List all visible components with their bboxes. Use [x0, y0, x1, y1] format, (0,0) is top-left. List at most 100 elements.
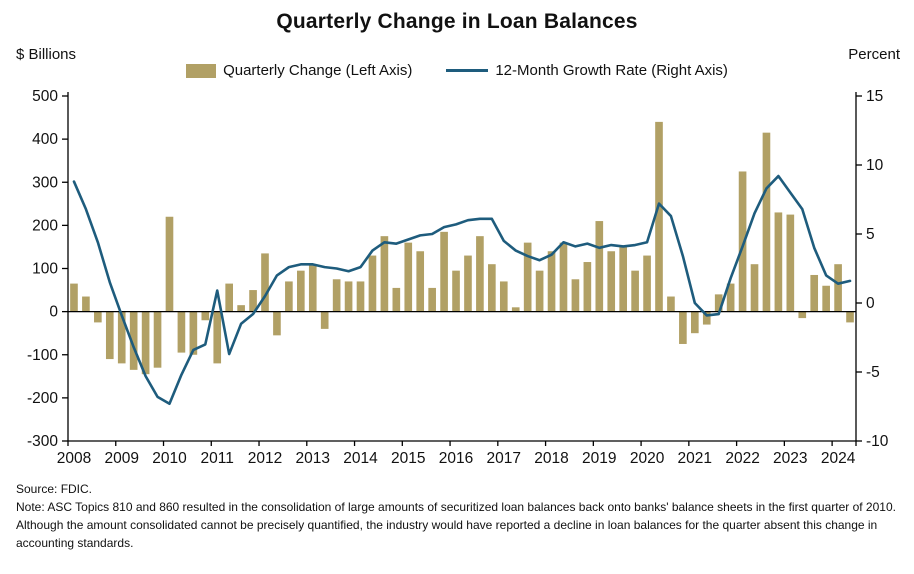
- bar: [70, 283, 78, 312]
- bar: [750, 264, 759, 312]
- bar: [141, 311, 150, 375]
- right-tick-label: 15: [866, 88, 883, 105]
- left-tick-label: 400: [32, 131, 58, 148]
- right-tick-label: 5: [866, 226, 875, 243]
- bar: [82, 296, 90, 312]
- bar: [667, 296, 675, 312]
- right-tick-label: 0: [866, 295, 875, 312]
- footnotes: Source: FDIC. Note: ASC Topics 810 and 8…: [16, 480, 900, 552]
- bar: [726, 283, 735, 312]
- year-tick-label: 2014: [343, 450, 378, 467]
- year-tick-label: 2015: [391, 450, 425, 467]
- note-text: Note: ASC Topics 810 and 860 resulted in…: [16, 500, 896, 550]
- bar: [786, 214, 795, 312]
- bar: [535, 270, 544, 312]
- bar: [297, 270, 305, 312]
- axes: [67, 92, 857, 442]
- bar: [702, 311, 711, 325]
- bar: [332, 279, 341, 312]
- tick-labels: 500 400 300 200 100 0 -100 -200 -300 15 10 5 0 -5 -10 2…: [27, 88, 889, 467]
- year-tick-label: 2010: [152, 450, 187, 467]
- chart-legend: Quarterly Change (Left Axis) 12-Month Gr…: [0, 62, 914, 79]
- year-tick-label: 2021: [678, 450, 712, 467]
- bar: [105, 311, 114, 360]
- bar: [846, 311, 854, 323]
- year-tick-label: 2008: [57, 450, 91, 467]
- bar: [416, 251, 425, 312]
- bar: [249, 290, 257, 312]
- bar: [452, 270, 460, 312]
- chart-header: Quarterly Change in Loan Balances $ Bill…: [0, 0, 914, 88]
- bar: [440, 231, 448, 312]
- bar: [392, 287, 401, 312]
- bar: [129, 311, 138, 370]
- bar-series: [70, 121, 854, 375]
- bar: [189, 311, 198, 355]
- bar: [117, 311, 126, 364]
- year-tick-label: 2009: [104, 450, 138, 467]
- chart-title: Quarterly Change in Loan Balances: [276, 10, 638, 33]
- left-axis-unit-label: $ Billions: [16, 46, 77, 63]
- bar: [213, 311, 222, 364]
- year-tick-label: 2023: [773, 450, 807, 467]
- bar: [320, 311, 329, 329]
- bar: [476, 236, 484, 312]
- bar: [464, 255, 472, 312]
- bar: [798, 311, 807, 319]
- legend-item-growth-rate: 12-Month Growth Rate (Right Axis): [446, 62, 728, 79]
- bar: [834, 264, 842, 312]
- bar: [607, 251, 616, 312]
- source-text: Source: FDIC.: [16, 482, 93, 496]
- bar-series-swatch-icon: [186, 63, 217, 78]
- bar: [595, 221, 604, 312]
- bar: [344, 281, 353, 312]
- year-tick-label: 2022: [725, 450, 759, 467]
- bar: [762, 132, 771, 312]
- bar: [308, 264, 317, 312]
- right-axis-unit-label: Percent: [848, 46, 900, 63]
- bar: [691, 311, 699, 334]
- year-tick-label: 2017: [487, 450, 521, 467]
- tick-marks: [62, 95, 862, 446]
- bar: [643, 255, 651, 312]
- left-tick-label: -300: [27, 433, 58, 450]
- year-tick-label: 2024: [821, 450, 856, 467]
- bar: [273, 311, 281, 336]
- year-tick-label: 2018: [534, 450, 568, 467]
- bar: [94, 311, 102, 323]
- year-tick-label: 2011: [201, 450, 234, 467]
- bar: [499, 281, 508, 312]
- plot-area: 500 400 300 200 100 0 -100 -200 -300 15 10 5 0 -5 -10 2…: [27, 88, 889, 467]
- left-tick-label: 500: [32, 88, 58, 105]
- legend-bar-label: Quarterly Change (Left Axis): [223, 62, 413, 79]
- bar: [201, 311, 210, 321]
- bar: [511, 307, 520, 312]
- bar: [571, 279, 580, 312]
- left-tick-label: 0: [49, 304, 58, 321]
- left-tick-label: -200: [27, 390, 58, 407]
- bar: [679, 311, 687, 344]
- right-tick-label: -10: [866, 433, 889, 450]
- bar: [368, 255, 377, 312]
- line-series-swatch-icon: [446, 69, 489, 72]
- bar: [225, 283, 233, 312]
- bar: [285, 281, 293, 312]
- bar: [523, 242, 532, 312]
- bar: [261, 253, 269, 312]
- bar: [631, 270, 639, 312]
- left-tick-label: 300: [32, 174, 58, 191]
- bar: [237, 305, 245, 312]
- bar: [774, 212, 783, 312]
- bar: [583, 262, 592, 312]
- bar: [177, 311, 186, 353]
- bar: [547, 251, 556, 312]
- legend-item-quarterly-change: Quarterly Change (Left Axis): [186, 62, 412, 79]
- right-tick-label: -5: [866, 364, 880, 381]
- year-tick-label: 2016: [439, 450, 473, 467]
- bar: [810, 274, 819, 312]
- right-tick-label: 10: [866, 157, 884, 174]
- year-tick-label: 2019: [582, 450, 616, 467]
- bar: [655, 121, 663, 312]
- left-tick-label: -100: [27, 347, 58, 364]
- year-tick-label: 2020: [630, 450, 665, 467]
